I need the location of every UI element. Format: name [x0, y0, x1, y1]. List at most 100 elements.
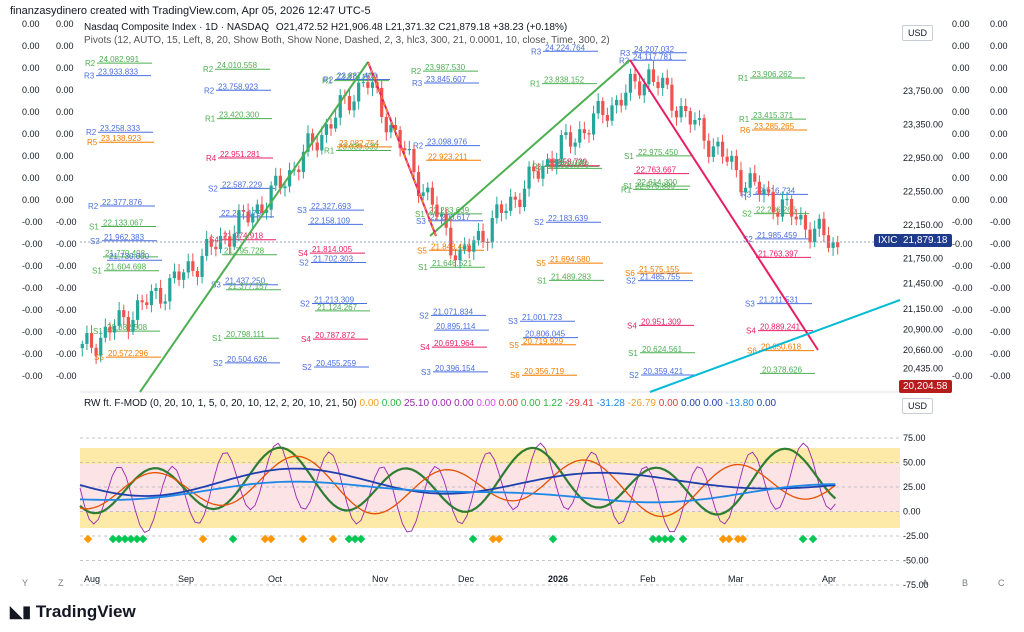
- buy-signal-marker: [356, 534, 366, 544]
- candle-body: [122, 310, 126, 318]
- pivot-level-value: 20,806.045: [525, 330, 566, 339]
- candle-body: [315, 142, 319, 151]
- left-axis-label: -0.00: [22, 217, 43, 227]
- price-tick-label: 22,150.00: [903, 220, 943, 230]
- left-axis-label: -0.00: [56, 305, 77, 315]
- time-tick-label: 2026: [548, 574, 568, 584]
- candle-body: [661, 77, 665, 89]
- candle-body: [656, 82, 660, 89]
- buy-signal-marker: [468, 534, 478, 544]
- candle-body: [310, 133, 315, 143]
- indicator-axis-label: -75.00: [903, 580, 929, 590]
- candle-body: [228, 236, 232, 247]
- candle-body: [757, 181, 762, 195]
- candle-body: [209, 238, 213, 247]
- candle-body: [117, 310, 121, 326]
- candle-body: [822, 218, 826, 236]
- left-axis-label: -0.00: [22, 239, 43, 249]
- pivot-level-tag: R2: [411, 67, 422, 76]
- candle-body: [790, 198, 794, 217]
- pivot-level-value: 20,787.872: [315, 331, 356, 340]
- candle-body: [555, 159, 559, 168]
- indicator-currency[interactable]: USD: [902, 398, 934, 414]
- buy-signal-marker: [350, 534, 360, 544]
- pivot-level-value: 20,572.296: [108, 349, 149, 358]
- candle-body: [591, 113, 596, 135]
- pivot-level-value: 22,858.739: [547, 158, 588, 167]
- candle-body: [237, 210, 241, 234]
- pivot-level-value: 23,258.333: [100, 124, 141, 133]
- pivot-level-tag: S4: [301, 335, 311, 344]
- symbol-title[interactable]: Nasdaq Composite Index · 1D · NASDAQ: [84, 22, 270, 33]
- left-axis-label: 0.00: [22, 41, 40, 51]
- pivot-level-value: 24,117.781: [633, 52, 673, 61]
- candle-body: [541, 166, 545, 179]
- pivot-level-tag: R4: [206, 154, 217, 163]
- pivot-level-value: 21,795.728: [224, 247, 265, 256]
- right-extra-axis-label: 0.00: [952, 195, 970, 205]
- candle-body: [264, 209, 269, 213]
- price-tick-label: 21,450.00: [903, 279, 943, 289]
- candle-body: [380, 87, 384, 117]
- candle-body: [799, 214, 803, 220]
- right-extra-axis-label: 0.00: [952, 19, 970, 29]
- candle-body: [306, 133, 310, 152]
- candle-body: [80, 343, 84, 349]
- indicator-value: 0.00: [518, 398, 541, 409]
- pivots-legend[interactable]: Pivots (12, AUTO, 15, Left, 8, 20, Show …: [84, 35, 610, 46]
- pivot-level-tag: S2: [626, 277, 636, 286]
- right-extra-axis-label: 0.00: [952, 129, 970, 139]
- time-tick-label: Nov: [372, 574, 389, 584]
- brand-logo: ◣▮ TradingView: [10, 602, 136, 622]
- candle-body: [596, 101, 600, 114]
- candle-body: [407, 148, 411, 151]
- candle-body: [513, 196, 517, 200]
- pivot-level-tag: R2: [85, 59, 96, 68]
- candle-body: [260, 204, 264, 213]
- sell-signal-marker: [724, 534, 734, 544]
- candle-body: [587, 133, 591, 135]
- pivot-level-tag: R1: [322, 77, 333, 86]
- candle-body: [191, 261, 195, 271]
- pivot-level-tag: R3: [531, 47, 542, 56]
- indicator-value: 0.00: [678, 398, 701, 409]
- candle-body: [610, 105, 614, 121]
- candle-body: [730, 155, 734, 162]
- pivot-level-tag: R3: [620, 49, 631, 58]
- pivot-level-tag: S1: [93, 327, 103, 336]
- sell-signal-marker: [266, 534, 276, 544]
- pivot-level-value: 22,377.876: [102, 198, 143, 207]
- indicator-value: -26.79: [624, 398, 656, 409]
- candle-body: [126, 317, 130, 332]
- sell-signal-marker: [83, 534, 93, 544]
- candle-body: [638, 81, 642, 96]
- indicator-legend[interactable]: RW ft. F-MOD (0, 20, 10, 1, 5, 0, 20, 10…: [84, 398, 357, 409]
- candle-body: [808, 229, 812, 243]
- right-extra-axis-label: -0.00: [990, 305, 1011, 315]
- candle-body: [370, 82, 375, 88]
- buy-signal-marker: [660, 534, 670, 544]
- pivot-level-tag: S3: [211, 281, 221, 290]
- left-axis-label: 0.00: [56, 107, 74, 117]
- pivot-level-value: 22,286.266: [756, 206, 797, 215]
- left-axis-label: 0.00: [22, 195, 40, 205]
- right-extra-axis-label: 0.00: [952, 41, 970, 51]
- candle-body: [776, 212, 780, 217]
- currency-button[interactable]: USD: [902, 25, 934, 41]
- left-axis-label: 0.00: [56, 63, 74, 73]
- candle-body: [527, 166, 531, 189]
- right-extra-axis-label: -0.00: [990, 217, 1011, 227]
- candle-body: [334, 117, 338, 129]
- left-axis-label: -0.00: [56, 261, 77, 271]
- pivot-level-tag: R2: [203, 65, 214, 74]
- pivot-level-value: 22,951.281: [220, 150, 261, 159]
- pivot-level-value: 22,183.639: [548, 214, 589, 223]
- left-axis-label: 0.00: [22, 19, 40, 29]
- overbought-band: [80, 448, 900, 464]
- left-axis-label: -0.00: [56, 327, 77, 337]
- time-tick-label: Apr: [822, 574, 836, 584]
- pivot-level-value: 20,455.259: [316, 359, 357, 368]
- pivot-level-value: 21,814.005: [312, 245, 353, 254]
- left-axis-label: -0.00: [56, 349, 77, 359]
